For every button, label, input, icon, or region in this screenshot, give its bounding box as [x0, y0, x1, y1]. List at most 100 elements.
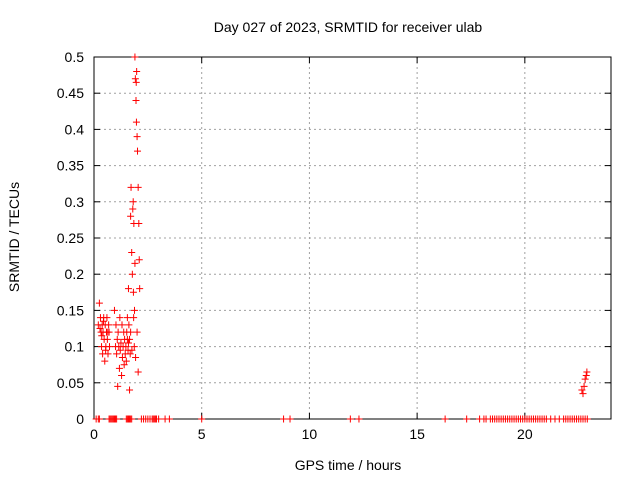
- data-point-marker: [118, 321, 126, 329]
- data-point-marker: [578, 386, 586, 394]
- x-tick-label: 10: [302, 426, 318, 442]
- data-point-marker: [127, 328, 135, 336]
- data-point-marker: [96, 325, 104, 332]
- y-tick-label: 0.35: [57, 158, 84, 174]
- y-tick-label: 0.4: [65, 121, 85, 137]
- data-point-marker: [133, 328, 141, 336]
- data-point-marker: [135, 256, 143, 264]
- y-tick-label: 0.25: [57, 230, 84, 246]
- chart-title: Day 027 of 2023, SRMTID for receiver ula…: [214, 19, 483, 35]
- data-point-marker: [113, 350, 121, 358]
- x-tick-label: 15: [409, 426, 425, 442]
- y-axis-title: SRMTID / TECUs: [6, 182, 22, 292]
- grid: [94, 57, 611, 419]
- data-point-marker: [122, 357, 130, 365]
- data-point-marker: [129, 288, 137, 296]
- y-tick-label: 0.5: [65, 49, 85, 65]
- data-point-marker: [155, 415, 163, 423]
- data-point-marker: [131, 53, 139, 61]
- data-point-marker: [98, 332, 106, 340]
- data-point-marker: [130, 314, 138, 322]
- data-point-marker: [346, 415, 354, 423]
- data-point-marker: [580, 382, 588, 390]
- data-point-marker: [132, 353, 140, 361]
- data-point-marker: [126, 350, 134, 358]
- data-point-marker: [583, 415, 591, 423]
- data-point-marker: [135, 220, 143, 228]
- data-point-marker: [101, 357, 109, 365]
- data-point-marker: [136, 285, 144, 293]
- data-point-marker: [198, 415, 206, 423]
- data-point-marker: [105, 321, 113, 329]
- data-point-marker: [118, 353, 126, 361]
- data-point-marker: [113, 335, 121, 343]
- data-point-marker: [104, 328, 112, 336]
- data-point-marker: [581, 375, 589, 383]
- data-point-marker: [130, 343, 138, 351]
- data-point-marker: [128, 415, 136, 423]
- x-tick-label: 20: [517, 426, 533, 442]
- y-tick-label: 0.05: [57, 375, 84, 391]
- plot-frame: [93, 56, 612, 420]
- data-point-marker: [132, 96, 140, 104]
- y-tick-label: 0.45: [57, 85, 84, 101]
- data-point-marker: [131, 75, 139, 83]
- data-point-marker: [117, 339, 125, 347]
- data-point-marker: [133, 133, 141, 141]
- data-point-marker: [286, 415, 294, 423]
- data-point-marker: [127, 183, 135, 191]
- data-point-marker: [134, 147, 142, 155]
- data-point-marker: [99, 317, 107, 325]
- data-point-marker: [129, 198, 137, 206]
- axis-ticks: 0 0.05 0.1 0.15 0.2 0.25 0.3 0.35 0.4 0.45 0.5 0 5 10…: [57, 49, 611, 442]
- y-tick-label: 0.3: [65, 194, 85, 210]
- data-point-marker: [131, 259, 139, 267]
- data-point-marker: [120, 361, 128, 369]
- data-point-marker: [106, 343, 114, 351]
- data-point-marker: [114, 382, 122, 390]
- data-point-marker: [134, 368, 142, 376]
- data-point-marker: [132, 78, 140, 86]
- data-point-marker: [165, 415, 173, 423]
- data-point-marker: [355, 415, 363, 423]
- data-point-marker: [113, 415, 121, 423]
- data-point-marker: [104, 350, 112, 358]
- data-point-marker: [95, 299, 103, 307]
- data-point-marker: [280, 415, 288, 423]
- data-point-marker: [110, 306, 118, 314]
- data-point-marker: [129, 205, 137, 213]
- data-point-marker: [579, 390, 587, 398]
- y-tick-label: 0: [76, 411, 84, 427]
- data-point-marker: [128, 270, 136, 278]
- data-point-marker: [124, 339, 132, 347]
- data-point-marker: [112, 321, 120, 329]
- x-tick-label: 0: [90, 426, 98, 442]
- data-point-marker: [125, 321, 133, 329]
- data-point-marker: [133, 67, 141, 75]
- data-points: [92, 53, 591, 423]
- y-tick-label: 0.2: [65, 266, 85, 282]
- data-point-marker: [123, 314, 131, 322]
- data-point-marker: [102, 346, 110, 354]
- x-axis-title: GPS time / hours: [295, 457, 402, 473]
- data-point-marker: [126, 386, 134, 394]
- data-point-marker: [103, 314, 111, 322]
- data-point-marker: [130, 306, 138, 314]
- data-point-marker: [124, 285, 132, 293]
- data-point-marker: [118, 372, 126, 380]
- data-point-marker: [441, 415, 449, 423]
- data-point-marker: [103, 335, 111, 343]
- data-point-marker: [134, 183, 142, 191]
- data-point-marker: [128, 248, 136, 256]
- data-point-marker: [126, 335, 134, 343]
- data-point-marker: [115, 364, 123, 372]
- data-point-marker: [132, 118, 140, 126]
- data-point-marker: [128, 346, 136, 354]
- data-point-marker: [463, 415, 471, 423]
- data-point-marker: [122, 343, 130, 351]
- data-point-marker: [95, 415, 103, 423]
- data-point-marker: [116, 314, 124, 322]
- data-point-marker: [127, 212, 135, 220]
- y-tick-label: 0.1: [65, 339, 85, 355]
